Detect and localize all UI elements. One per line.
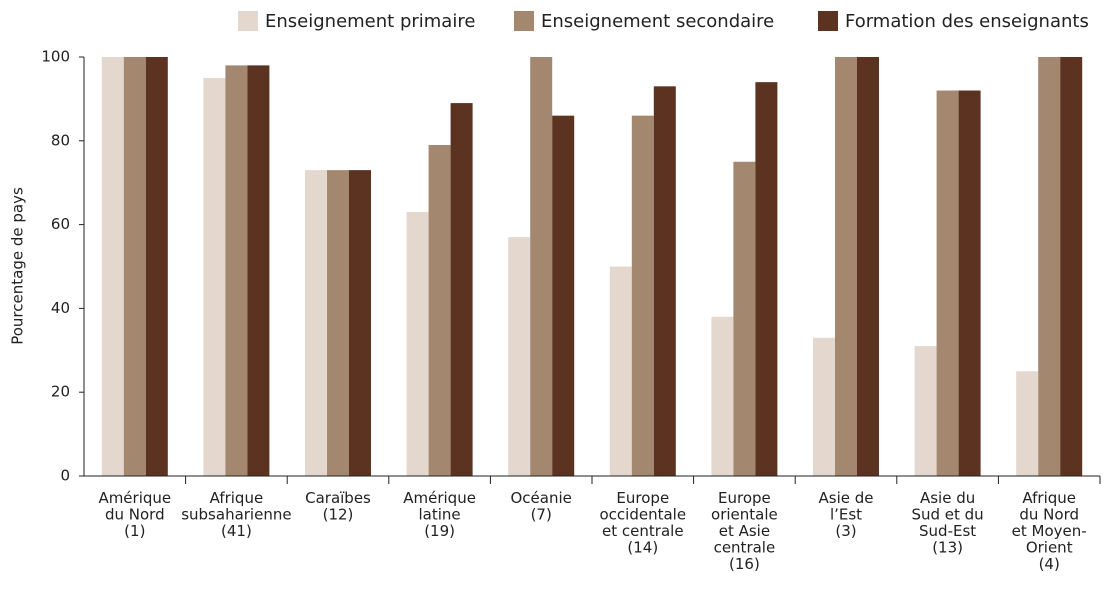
y-tick-label: 60 (51, 215, 70, 233)
legend-swatch (818, 11, 838, 31)
legend-label: Formation des enseignants (845, 11, 1089, 32)
x-tick-label: Europe occidentale et centrale (14) (600, 489, 687, 557)
bar (247, 65, 270, 476)
x-tick-label-line: Europe (718, 489, 771, 507)
x-tick-label-line: Sud-Est (919, 522, 976, 540)
x-tick-label-line: occidentale (600, 505, 687, 523)
bar (349, 170, 371, 476)
bar (406, 212, 429, 476)
x-tick-label-line: Amérique (98, 489, 171, 507)
x-tick-label: Amérique du Nord (1) (98, 489, 171, 540)
y-tick-label: 0 (60, 467, 70, 485)
y-tick-label: 20 (51, 383, 70, 401)
y-tick-label: 40 (51, 299, 70, 317)
x-tick-label: Caraïbes (12) (305, 489, 371, 524)
bar (733, 161, 756, 476)
legend-label: Enseignement primaire (265, 11, 475, 32)
x-tick-label-line: Asie du (920, 489, 975, 507)
bar (1016, 371, 1039, 476)
bar (1038, 57, 1061, 476)
bar (914, 346, 937, 476)
bar (145, 57, 168, 476)
bar (631, 115, 654, 476)
x-tick-label: Afrique du Nord et Moyen-Orient (4) (1012, 489, 1087, 573)
x-tick-label-line: Orient (1026, 538, 1073, 556)
x-tick-label-line: (41) (221, 522, 252, 540)
y-tick-label: 100 (41, 48, 70, 66)
x-tick-label: Europe orientale et Asie centrale (16) (711, 489, 778, 573)
bar (711, 316, 734, 476)
legend-swatch (238, 11, 258, 31)
x-tick-label-line: du Nord (1019, 505, 1079, 523)
bar (835, 57, 857, 476)
legend-label: Enseignement secondaire (541, 11, 774, 32)
legend-swatch (514, 11, 534, 31)
x-tick-label-line: (16) (729, 555, 760, 573)
x-tick-label-line: (12) (323, 505, 354, 523)
x-tick-label-line: Caraïbes (305, 489, 371, 507)
x-tick-label-line: et Asie (719, 522, 770, 540)
x-tick-label-line: (3) (835, 522, 856, 540)
bar (203, 77, 226, 476)
x-tick-label-line: et Moyen- (1012, 522, 1087, 540)
bar (327, 170, 349, 476)
bar (857, 57, 879, 476)
x-tick-label: Amérique latine (19) (403, 489, 476, 540)
x-tick-label-line: latine (419, 505, 461, 523)
x-tick-label-line: et centrale (602, 522, 684, 540)
bar (813, 337, 835, 476)
bar (225, 65, 248, 476)
x-tick-label: Asie de l’Est (3) (819, 489, 874, 540)
bar (101, 57, 124, 476)
x-tick-label-line: Sud et du (911, 505, 983, 523)
x-tick-label-line: (1) (124, 522, 145, 540)
x-tick-label-line: centrale (714, 538, 776, 556)
x-tick-label-line: du Nord (105, 505, 165, 523)
bar (552, 115, 575, 476)
y-axis-label: Pourcentage de pays (9, 187, 27, 345)
bar (936, 90, 959, 477)
x-tick-label-line: (19) (424, 522, 455, 540)
x-tick-label-line: (14) (627, 538, 658, 556)
bar (305, 170, 327, 476)
bar (428, 144, 451, 477)
x-tick-label-line: subsaharienne (181, 505, 291, 523)
bar (450, 103, 473, 476)
bar (653, 86, 676, 476)
x-tick-label-line: Europe (616, 489, 669, 507)
x-tick-label-line: Afrique (210, 489, 264, 507)
bar (1060, 57, 1083, 476)
bar (508, 237, 531, 476)
bar (123, 57, 146, 476)
x-tick-label-line: (4) (1039, 555, 1060, 573)
x-tick-label-line: l’Est (830, 505, 862, 523)
x-tick-label-line: Afrique (1022, 489, 1076, 507)
x-tick-label: Afrique subsaharienne (41) (181, 489, 291, 540)
x-tick-label-line: Océanie (511, 489, 572, 507)
x-tick-label-line: orientale (711, 505, 778, 523)
x-tick-label-line: Amérique (403, 489, 476, 507)
y-tick-label: 80 (51, 131, 70, 149)
bar (958, 90, 981, 477)
bar (609, 266, 632, 476)
bar (530, 57, 553, 476)
x-tick-label-line: (7) (531, 505, 552, 523)
x-tick-label: Océanie (7) (511, 489, 572, 524)
x-tick-label-line: Asie de (819, 489, 874, 507)
x-tick-label-line: (13) (932, 538, 963, 556)
bar (755, 82, 778, 476)
x-tick-label: Asie du Sud et du Sud-Est (13) (911, 489, 983, 557)
